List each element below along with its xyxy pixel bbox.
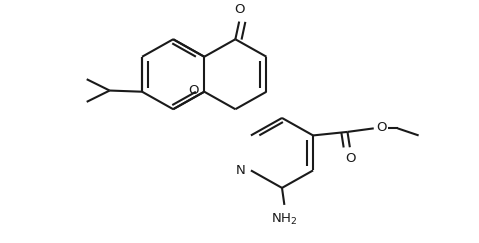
Text: N: N bbox=[235, 164, 245, 177]
Text: O: O bbox=[234, 3, 244, 16]
Text: O: O bbox=[189, 84, 199, 97]
Text: O: O bbox=[345, 152, 356, 165]
Text: O: O bbox=[376, 121, 387, 134]
Text: NH$_2$: NH$_2$ bbox=[271, 212, 297, 227]
